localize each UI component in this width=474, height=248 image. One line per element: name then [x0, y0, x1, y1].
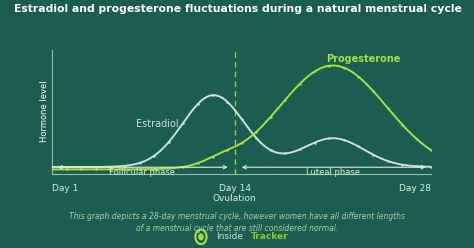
Y-axis label: Hormone level: Hormone level — [40, 81, 49, 142]
Text: Day 1: Day 1 — [52, 184, 79, 192]
Text: Follicular phase: Follicular phase — [109, 168, 175, 177]
Text: Luteal phase: Luteal phase — [306, 168, 360, 177]
Text: Day 14
Ovulation: Day 14 Ovulation — [213, 184, 256, 203]
Text: Progesterone: Progesterone — [326, 54, 401, 64]
Text: Day 28: Day 28 — [399, 184, 431, 192]
Text: Inside: Inside — [216, 232, 243, 241]
Text: This graph depicts a 28-day menstrual cycle, however women have all different le: This graph depicts a 28-day menstrual cy… — [69, 212, 405, 233]
Text: Tracker: Tracker — [251, 232, 289, 241]
Circle shape — [199, 234, 203, 240]
Text: Estradiol: Estradiol — [137, 119, 179, 129]
Text: Estradiol and progesterone fluctuations during a natural menstrual cycle: Estradiol and progesterone fluctuations … — [14, 4, 462, 14]
